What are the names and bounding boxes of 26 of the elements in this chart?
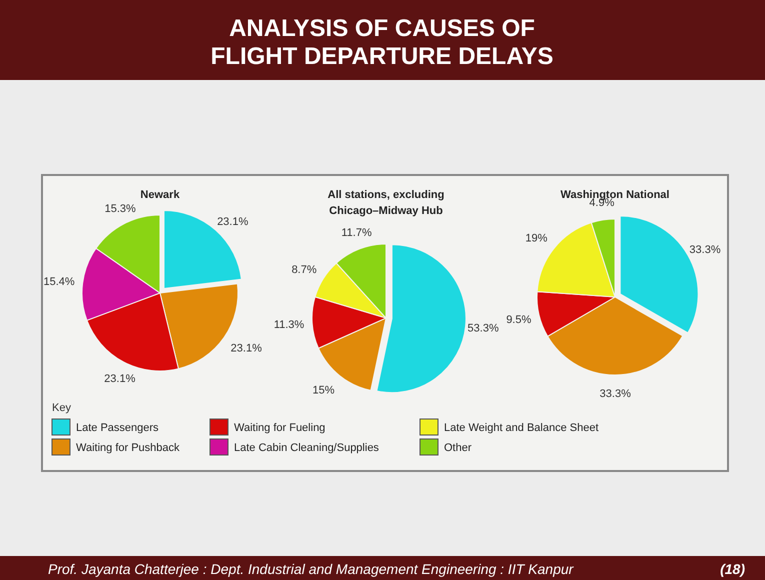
data-label: 11.3% [274,319,304,332]
data-label: 15.4% [43,276,75,288]
legend-label: Late Cabin Cleaning/Supplies [234,442,380,454]
data-label: 11.7% [341,227,372,240]
data-label: 23.1% [104,372,136,385]
data-label: 8.7% [292,264,317,276]
data-label: 23.1% [217,216,248,228]
legend-label: Other [444,442,472,454]
data-label: 23.1% [230,342,262,355]
chart-title: Newark [140,189,180,201]
data-label: 33.3% [689,244,721,256]
text: ANALYSIS OF CAUSES OF FLIGHT DEPARTURE DELAYS [210,15,554,70]
legend-label: Late Passengers [76,422,160,434]
data-label: 15.3% [104,202,136,215]
data-label: 53.3% [468,322,499,335]
legend-title: Key [52,402,72,414]
legend-label: Waiting for Fueling [234,422,326,434]
data-label: 15% [312,384,335,397]
text: Prof. Jayanta Chatterjee : Dept. Industrial and Management Engineering : IIT Kanpur [48,561,575,577]
legend-label: Late Weight and Balance Sheet [444,422,599,434]
text: (18) [720,561,746,577]
data-label: 33.3% [600,388,632,400]
chart-title: All stations, excluding Chicago–Midway Hub [328,189,444,217]
data-label: 19% [525,232,548,245]
data-label: 9.5% [506,314,532,326]
legend-label: Waiting for Pushback [76,442,180,454]
